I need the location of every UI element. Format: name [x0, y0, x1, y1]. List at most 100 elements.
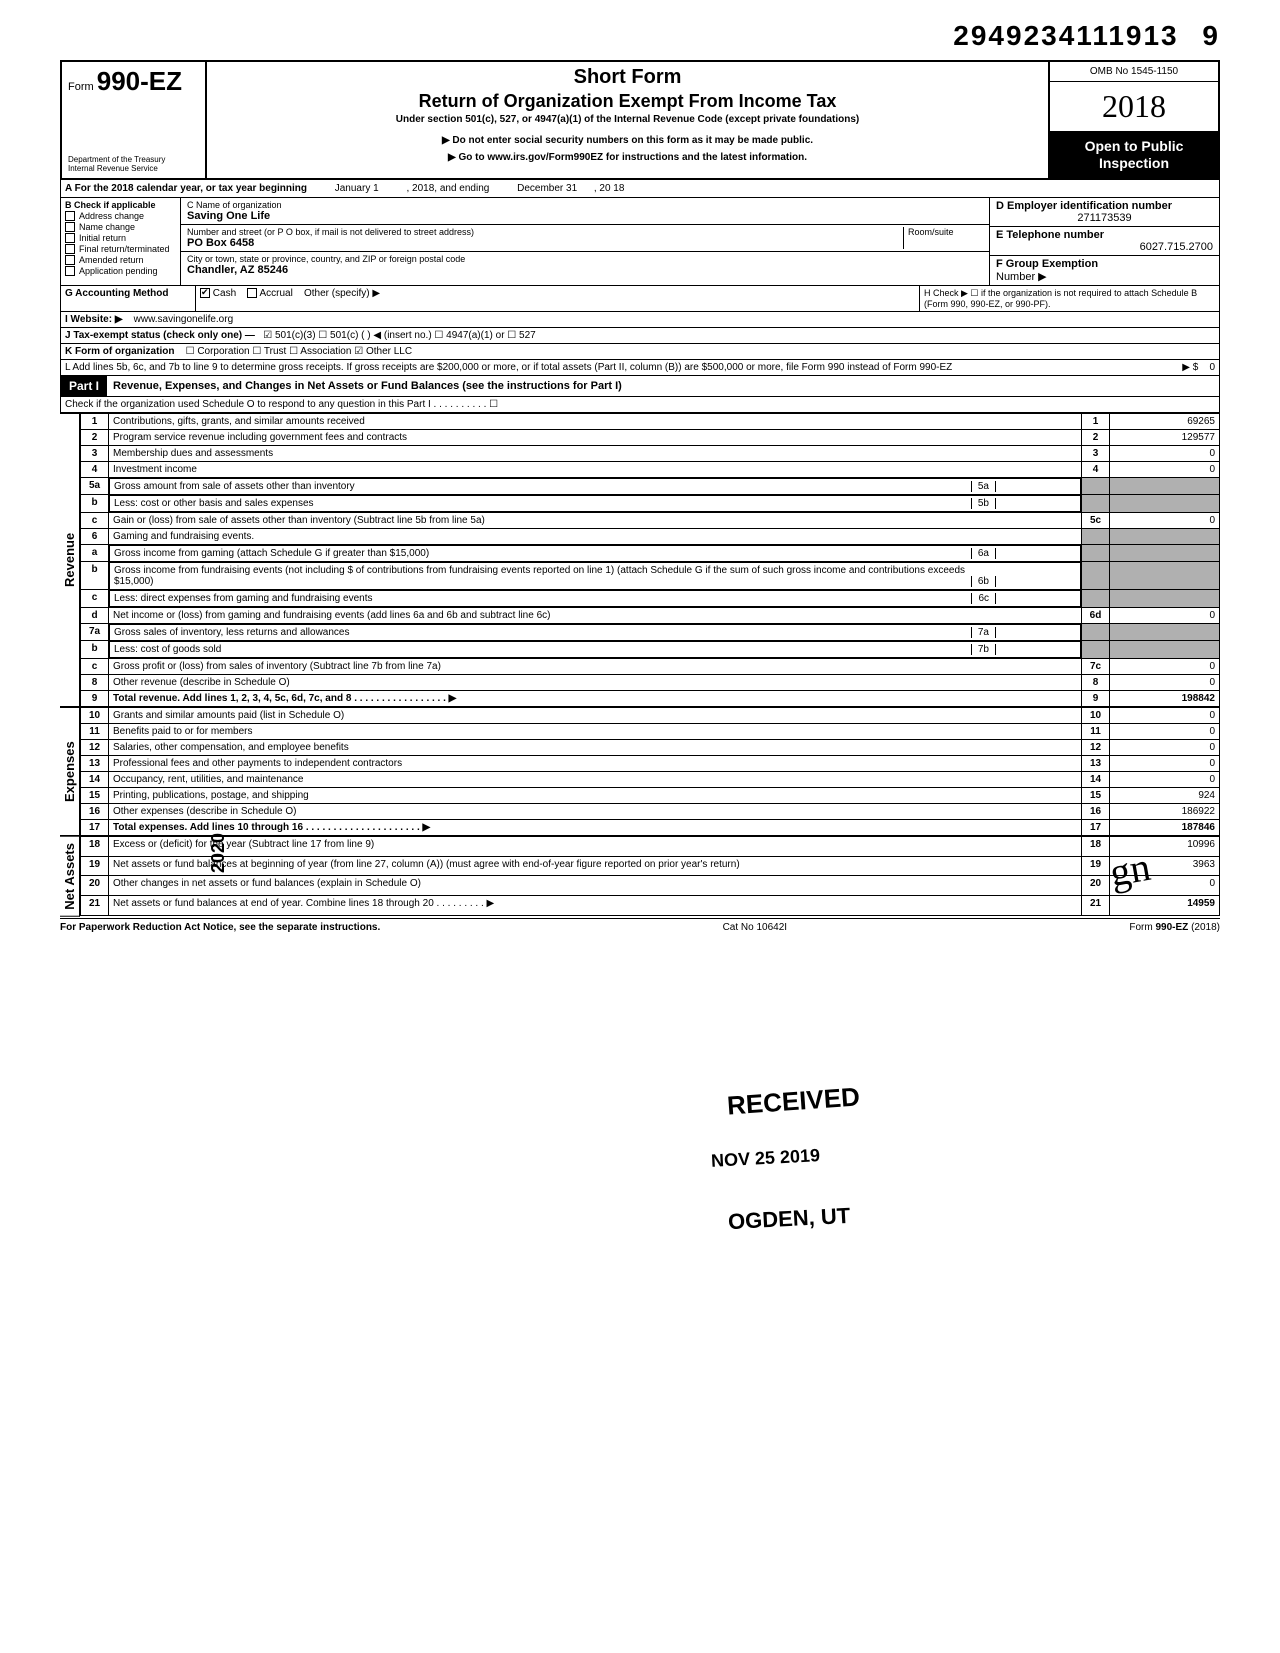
l5a-num: 5a: [81, 477, 109, 495]
city-label: City or town, state or province, country…: [187, 254, 983, 264]
l6d-amt: 0: [1110, 607, 1220, 623]
lbl-other: Other (specify) ▶: [304, 288, 380, 299]
l8-col: 8: [1082, 674, 1110, 690]
phone-value: 6027.715.2700: [996, 241, 1213, 253]
l15-text: Printing, publications, postage, and shi…: [109, 787, 1082, 803]
l5a-grey2: [1110, 477, 1220, 495]
l6b-text: Gross income from fundraising events (no…: [114, 565, 971, 587]
city-value: Chandler, AZ 85246: [187, 264, 983, 276]
row-a-tax-year: A For the 2018 calendar year, or tax yea…: [60, 180, 1220, 198]
revenue-section: Revenue 1Contributions, gifts, grants, a…: [60, 413, 1220, 707]
footer: For Paperwork Reduction Act Notice, see …: [60, 918, 1220, 933]
l1-num: 1: [81, 413, 109, 429]
l20-num: 20: [81, 876, 109, 896]
chk-name[interactable]: [65, 222, 75, 232]
l11-amt: 0: [1110, 723, 1220, 739]
l10-amt: 0: [1110, 707, 1220, 723]
l6a-sub: 6a: [971, 548, 996, 559]
l13-col: 13: [1082, 755, 1110, 771]
row-a-end-month: December 31: [517, 183, 577, 194]
row-a-mid: , 2018, and ending: [406, 183, 489, 194]
row-l: L Add lines 5b, 6c, and 7b to line 9 to …: [60, 360, 1220, 376]
chk-address[interactable]: [65, 211, 75, 221]
l3-col: 3: [1082, 445, 1110, 461]
l6b-num: b: [81, 562, 109, 590]
l7c-text: Gross profit or (loss) from sales of inv…: [109, 658, 1082, 674]
part1-title: Revenue, Expenses, and Changes in Net As…: [107, 377, 1219, 395]
l5a-text: Gross amount from sale of assets other t…: [114, 481, 971, 492]
l12-text: Salaries, other compensation, and employ…: [109, 739, 1082, 755]
l1-text: Contributions, gifts, grants, and simila…: [109, 413, 1082, 429]
l8-amt: 0: [1110, 674, 1220, 690]
l6c-grey2: [1110, 590, 1220, 608]
l13-num: 13: [81, 755, 109, 771]
revenue-side-label: Revenue: [60, 413, 80, 707]
l19-text: Net assets or fund balances at beginning…: [109, 856, 1082, 876]
l16-num: 16: [81, 803, 109, 819]
l5b-subamt: [996, 498, 1076, 509]
l6c-grey: [1082, 590, 1110, 608]
l14-num: 14: [81, 771, 109, 787]
l1-amt: 69265: [1110, 413, 1220, 429]
l7a-subamt: [996, 627, 1076, 638]
l5b-num: b: [81, 495, 109, 513]
tracking-suffix: 9: [1202, 20, 1220, 51]
l5a-subamt: [996, 481, 1076, 492]
l7a-grey2: [1110, 623, 1220, 641]
l21-text: Net assets or fund balances at end of ye…: [109, 896, 1082, 916]
l15-amt: 924: [1110, 787, 1220, 803]
f-label: F Group Exemption: [996, 258, 1098, 270]
row-a-begin: January 1: [335, 183, 379, 194]
l5a-sub: 5a: [971, 481, 996, 492]
l6-grey: [1082, 528, 1110, 544]
l9-amt: 198842: [1110, 690, 1220, 706]
l5b-text: Less: cost or other basis and sales expe…: [114, 498, 971, 509]
l3-amt: 0: [1110, 445, 1220, 461]
l-arrow: ▶ $: [1182, 362, 1198, 373]
l10-num: 10: [81, 707, 109, 723]
l7b-subamt: [996, 644, 1076, 655]
l7c-amt: 0: [1110, 658, 1220, 674]
l6b-grey2: [1110, 562, 1220, 590]
chk-accrual[interactable]: [247, 288, 257, 298]
l4-amt: 0: [1110, 461, 1220, 477]
main-title: Return of Organization Exempt From Incom…: [215, 91, 1040, 112]
row-j: J Tax-exempt status (check only one) — ☑…: [60, 328, 1220, 344]
org-name: Saving One Life: [187, 210, 983, 222]
l10-col: 10: [1082, 707, 1110, 723]
l19-num: 19: [81, 856, 109, 876]
chk-initial[interactable]: [65, 233, 75, 243]
l15-num: 15: [81, 787, 109, 803]
c-label: C Name of organization: [187, 200, 983, 210]
l2-amt: 129577: [1110, 429, 1220, 445]
l2-col: 2: [1082, 429, 1110, 445]
info-grid: B Check if applicable Address change Nam…: [60, 198, 1220, 286]
dept-label: Department of the Treasury Internal Reve…: [68, 156, 199, 174]
l17-num: 17: [81, 819, 109, 835]
form-code: 990-EZ: [97, 66, 182, 96]
l21-num: 21: [81, 896, 109, 916]
chk-pending[interactable]: [65, 266, 75, 276]
section-def: D Employer identification number 2711735…: [989, 198, 1219, 285]
lbl-address: Address change: [79, 211, 144, 221]
l14-amt: 0: [1110, 771, 1220, 787]
l5b-grey: [1082, 495, 1110, 513]
expenses-side-label: Expenses: [60, 707, 80, 836]
e-label: E Telephone number: [996, 229, 1104, 241]
street-label: Number and street (or P O box, if mail i…: [187, 227, 903, 237]
chk-final[interactable]: [65, 244, 75, 254]
l5c-col: 5c: [1082, 512, 1110, 528]
l21-amt: 14959: [1110, 896, 1220, 916]
l12-num: 12: [81, 739, 109, 755]
chk-amended[interactable]: [65, 255, 75, 265]
l16-col: 16: [1082, 803, 1110, 819]
l6-num: 6: [81, 528, 109, 544]
l18-col: 18: [1082, 836, 1110, 856]
goto-url: ▶ Go to www.irs.gov/Form990EZ for instru…: [215, 152, 1040, 163]
chk-cash[interactable]: [200, 288, 210, 298]
l6a-grey: [1082, 544, 1110, 562]
l4-num: 4: [81, 461, 109, 477]
omb-number: OMB No 1545-1150: [1050, 62, 1218, 82]
l5c-amt: 0: [1110, 512, 1220, 528]
l7a-text: Gross sales of inventory, less returns a…: [114, 627, 971, 638]
